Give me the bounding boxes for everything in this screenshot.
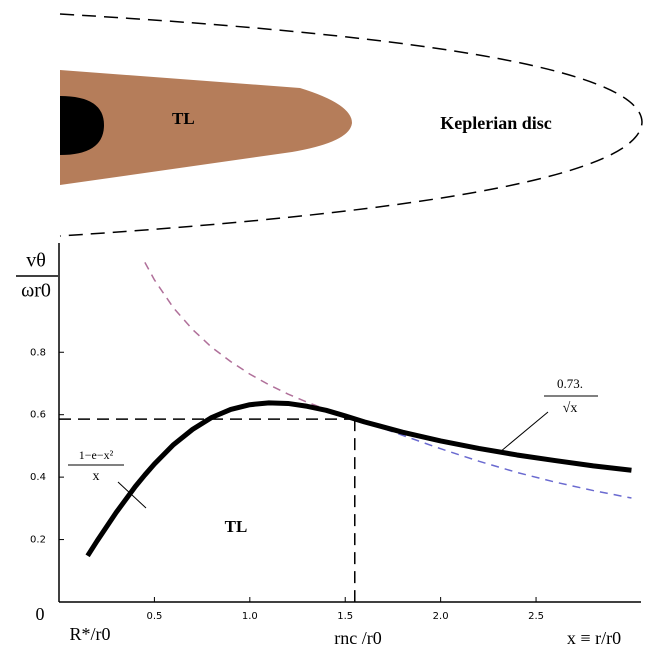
x-tick-label: 1.0 [242, 611, 258, 622]
y-tick-label: 0.6 [30, 410, 46, 421]
disc-label: Keplerian disc [440, 113, 552, 133]
x-label-mid: rnc /r0 [334, 628, 381, 648]
formula-top: 0.73. [557, 376, 583, 391]
central-object [60, 96, 104, 155]
x-tick-label: 2.0 [433, 611, 449, 622]
x-label-left: R*/r0 [69, 624, 110, 644]
x-tick-label: 1.5 [337, 611, 353, 622]
y-tick-label: 0 [36, 604, 45, 624]
disc-outline [59, 13, 643, 237]
region-label: TL [225, 517, 248, 536]
y-label-top: vθ [26, 250, 46, 272]
y-label-bottom: ωr0 [21, 280, 51, 302]
y-tick-label: 0.8 [30, 347, 46, 358]
y-tick-label: 0.2 [30, 535, 46, 546]
leader-line [499, 411, 549, 453]
formula-top: 1−e−x² [79, 448, 114, 462]
x-label-right: x ≡ r/r0 [567, 628, 621, 648]
formula-bottom: √x [563, 401, 578, 416]
x-tick-label: 0.5 [146, 611, 162, 622]
x-tick-label: 2.5 [528, 611, 544, 622]
y-tick-label: 0.4 [30, 472, 46, 483]
formula-bottom: x [93, 469, 100, 484]
series-line [144, 261, 632, 472]
series-line [85, 400, 632, 558]
transition-layer [60, 70, 352, 185]
tl-label: TL [172, 109, 195, 128]
